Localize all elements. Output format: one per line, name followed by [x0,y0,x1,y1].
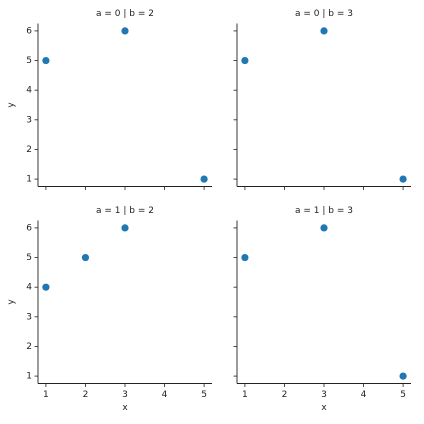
x-tick-label: 4 [162,390,168,400]
y-tick-label: 3 [26,115,32,125]
point [200,175,208,183]
point [399,175,407,183]
point [241,253,249,262]
y-tick-label: 3 [26,312,32,322]
y-axis-label: y [7,102,17,108]
y-tick-label: 5 [26,253,32,263]
point [320,27,328,35]
x-tick-label: 1 [242,390,248,400]
y-tick-label: 5 [26,56,32,66]
point [241,56,249,65]
y-tick-label: 4 [26,283,32,293]
x-tick-label: 5 [400,390,406,400]
point [42,56,50,65]
x-tick-label: 3 [321,390,327,400]
y-axis-label: y [7,299,17,305]
x-axis-label: x [122,403,128,413]
point [121,224,129,232]
x-axis-label: x [321,403,327,413]
x-tick-label: 1 [43,390,49,400]
panel-title: a = 1 | b = 3 [295,206,353,216]
point [121,27,129,35]
point [320,224,328,232]
y-tick-label: 2 [26,145,32,155]
x-tick-label: 3 [122,390,128,400]
x-tick-label: 2 [282,390,288,400]
point [42,283,50,291]
x-tick-label: 5 [201,390,207,400]
panel-title: a = 0 | b = 3 [295,9,353,19]
x-tick-label: 2 [83,390,89,400]
panel-title: a = 1 | b = 2 [96,206,154,216]
point [399,372,407,380]
y-tick-label: 2 [26,342,32,352]
point [81,253,90,262]
panel-title: a = 0 | b = 2 [96,9,154,19]
y-tick-label: 6 [26,26,32,36]
y-tick-label: 1 [26,175,32,185]
y-tick-label: 6 [26,223,32,233]
y-tick-label: 1 [26,372,32,382]
x-tick-label: 4 [361,390,367,400]
y-tick-label: 4 [26,86,32,96]
